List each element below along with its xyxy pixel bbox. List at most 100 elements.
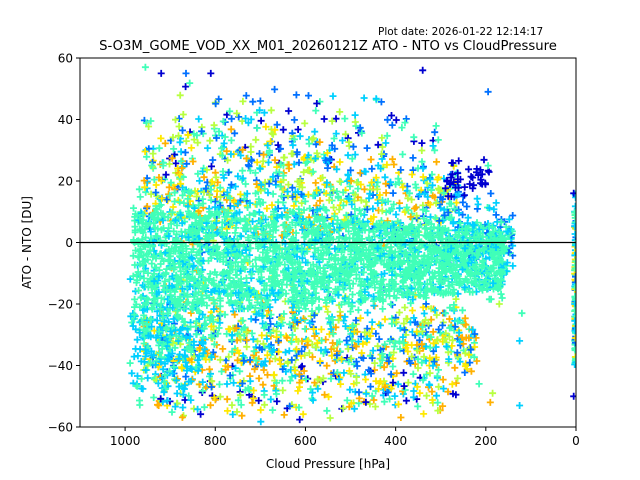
scatter-point [443, 342, 450, 350]
scatter-point [387, 370, 395, 378]
scatter-point [296, 132, 304, 140]
scatter-point [183, 160, 191, 168]
scatter-point [333, 188, 341, 195]
scatter-point [218, 368, 226, 375]
scatter-point [395, 400, 402, 408]
scatter-point [362, 398, 370, 406]
scatter-point [386, 337, 394, 345]
scatter-point [461, 349, 469, 357]
scatter-point [426, 381, 434, 389]
scatter-point [439, 376, 447, 384]
scatter-point [288, 356, 296, 364]
scatter-point [272, 390, 280, 398]
scatter-point [232, 183, 239, 190]
scatter-point [446, 315, 453, 323]
scatter-point [236, 367, 244, 375]
scatter-point [319, 174, 327, 182]
scatter-point [376, 378, 384, 385]
scatter-point [260, 366, 268, 374]
scatter-point [284, 181, 292, 189]
scatter-point [295, 159, 303, 167]
scatter-point [411, 360, 419, 368]
scatter-point [350, 405, 358, 413]
scatter-point [353, 179, 361, 186]
scatter-point [426, 201, 434, 209]
scatter-point [351, 151, 359, 159]
scatter-point [254, 337, 261, 345]
x-axis-label: Cloud Pressure [hPa] [266, 457, 390, 471]
scatter-point [324, 308, 332, 316]
scatter-point [269, 173, 277, 181]
scatter-point [216, 393, 224, 401]
scatter-point [350, 197, 358, 205]
scatter-point [271, 355, 279, 363]
scatter-point [259, 157, 267, 165]
scatter-point [269, 130, 277, 138]
scatter-point [330, 204, 338, 211]
scatter-point [258, 331, 266, 339]
scatter-point [294, 126, 302, 133]
scatter-point [454, 317, 462, 325]
scatter-point [227, 136, 235, 144]
scatter-point [451, 364, 459, 372]
scatter-point [257, 181, 265, 189]
scatter-point [388, 320, 396, 328]
scatter-point [367, 383, 374, 391]
scatter-point [326, 155, 334, 163]
scatter-point [305, 140, 313, 148]
scatter-point [153, 192, 161, 200]
scatter-point [371, 403, 379, 411]
scatter-point [144, 374, 152, 382]
scatter-point [169, 133, 177, 141]
scatter-point [380, 398, 388, 406]
scatter-point [246, 356, 254, 364]
scatter-point [317, 325, 325, 333]
scatter-point [348, 155, 356, 163]
scatter-point [152, 189, 160, 196]
scatter-point [449, 390, 457, 398]
scatter-point [280, 411, 288, 419]
scatter-point [404, 379, 412, 387]
scatter-point [325, 196, 333, 204]
scatter-point [311, 128, 319, 136]
scatter-point [257, 418, 265, 426]
scatter-point [446, 324, 454, 332]
scatter-point [358, 129, 366, 137]
scatter-point [354, 185, 362, 193]
scatter-point [185, 392, 193, 400]
scatter-point [343, 337, 351, 344]
scatter-point [262, 123, 270, 131]
scatter-point [330, 187, 337, 194]
scatter-point [234, 396, 242, 404]
scatter-point [236, 391, 244, 399]
y-tick-label: 20 [58, 174, 73, 188]
scatter-point [433, 392, 440, 400]
scatter-point [432, 199, 440, 207]
scatter-point [145, 145, 153, 153]
scatter-point [128, 319, 136, 326]
scatter-point [429, 362, 437, 370]
scatter-point [252, 357, 260, 365]
scatter-point [380, 363, 388, 371]
scatter-point [394, 175, 402, 183]
y-tick-label: −60 [48, 420, 73, 434]
scatter-point [260, 109, 268, 117]
scatter-point [277, 331, 285, 339]
scatter-point [273, 333, 280, 341]
scatter-point [408, 171, 416, 178]
scatter-point [413, 212, 421, 220]
scatter-point [266, 147, 273, 155]
scatter-point [369, 347, 377, 355]
scatter-point [381, 383, 389, 391]
scatter-point [433, 372, 441, 380]
scatter-point [246, 167, 254, 175]
scatter-point [372, 174, 380, 182]
scatter-point [169, 370, 176, 377]
scatter-point [337, 380, 344, 388]
scatter-point [357, 333, 365, 341]
scatter-point [157, 395, 165, 403]
scatter-point [241, 323, 249, 331]
scatter-point [289, 193, 296, 201]
scatter-point [352, 316, 360, 324]
scatter-point [388, 121, 396, 129]
